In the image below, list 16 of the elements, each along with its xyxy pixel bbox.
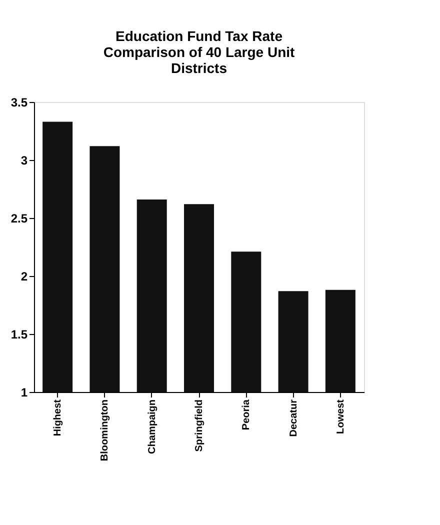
y-tick-label: 1.5: [10, 328, 28, 342]
x-tick-label: Lowest: [335, 398, 346, 434]
y-tick-label: 2.5: [10, 212, 28, 226]
x-tick-label: Highest: [52, 398, 64, 436]
x-tick-label: Bloomington: [100, 400, 111, 462]
x-tick-label: Peoria: [241, 399, 252, 430]
y-tick-label: 2: [20, 270, 28, 284]
x-tick-label: Decatur: [288, 399, 300, 437]
y-tick-label: 1: [20, 386, 28, 400]
x-tick-label: Springfield: [194, 400, 205, 452]
text: Comparison of 40 Large Unit: [103, 44, 295, 60]
text: Education Fund Tax Rate: [116, 28, 282, 44]
y-tick-label: 3.5: [10, 96, 28, 110]
x-tick-label: Champaign: [146, 400, 158, 454]
text: Districts: [170, 60, 228, 76]
y-tick-label: 3: [20, 154, 28, 168]
